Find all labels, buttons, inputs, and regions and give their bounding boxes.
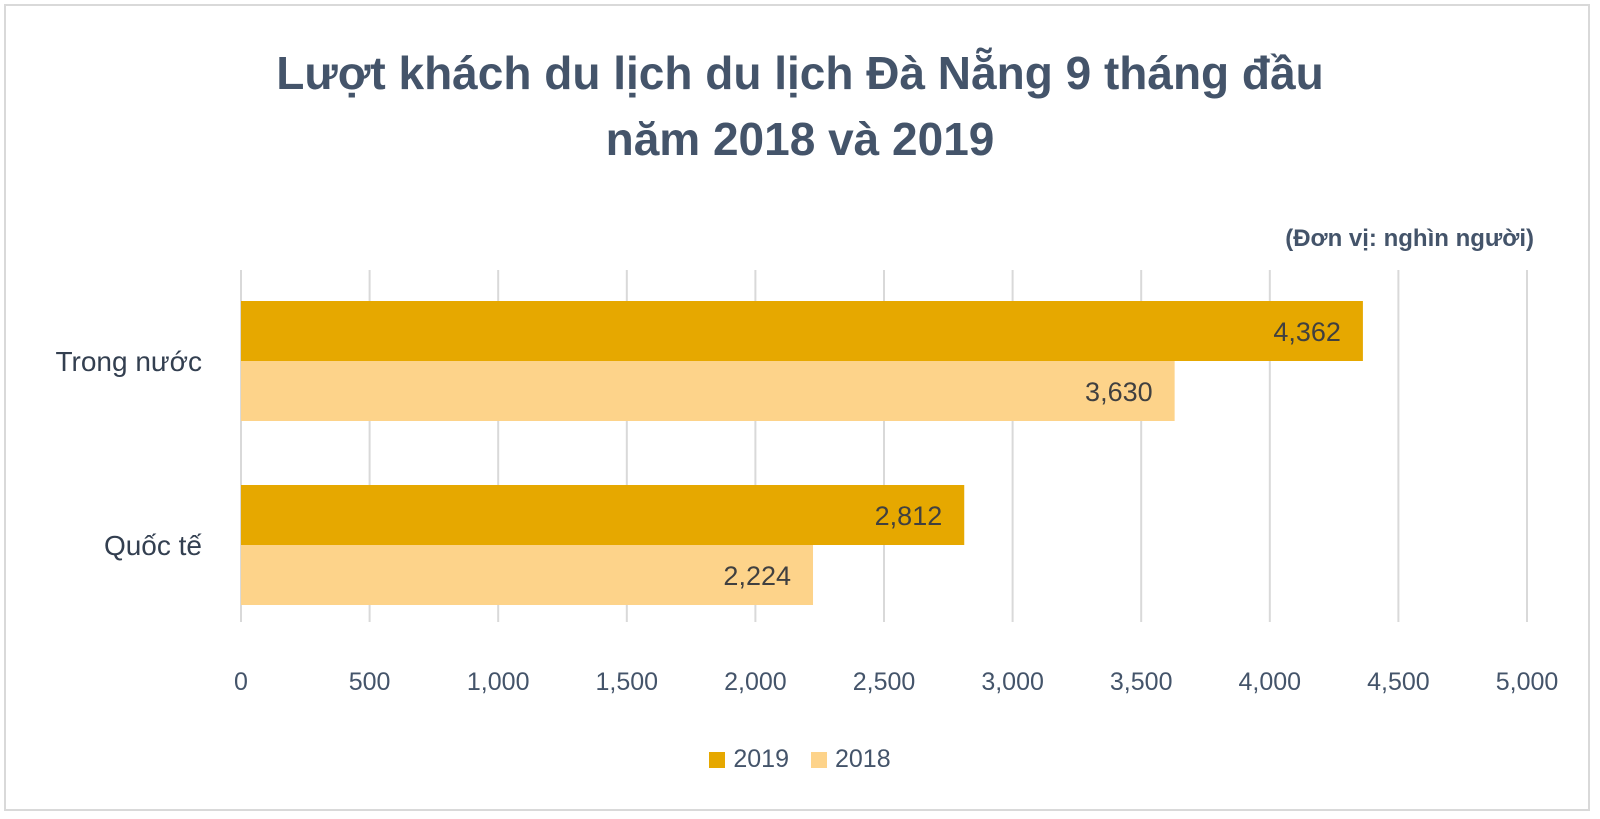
data-label: 4,362 <box>1273 317 1341 347</box>
bars <box>241 301 1363 605</box>
bar-2019 <box>241 301 1363 361</box>
legend-swatch-2019 <box>709 751 726 768</box>
chart-title-line-2: năm 2018 và 2019 <box>605 113 995 165</box>
data-label: 2,812 <box>875 501 943 531</box>
legend-item-2019: 2019 <box>709 745 789 774</box>
legend: 2019 2018 <box>0 745 1600 774</box>
x-tick-label: 2,000 <box>724 668 787 696</box>
x-tick-label: 2,500 <box>853 668 916 696</box>
x-tick-label: 500 <box>349 668 391 696</box>
data-labels: 4,362 3,630 2,812 2,224 <box>723 317 1340 591</box>
bar-2018 <box>241 361 1175 421</box>
unit-note: (Đơn vị: nghìn người) <box>1285 225 1534 252</box>
category-label: Quốc tế <box>104 530 202 561</box>
chart-title-line-1: Lượt khách du lịch du lịch Đà Nẵng 9 thá… <box>276 47 1324 99</box>
x-tick-label: 1,500 <box>596 668 659 696</box>
y-axis-categories: Trong nước Quốc tế <box>55 346 202 561</box>
x-tick-label: 3,500 <box>1110 668 1173 696</box>
bar-2018 <box>241 545 814 605</box>
category-label: Trong nước <box>55 346 202 377</box>
x-tick-label: 5,000 <box>1496 668 1559 696</box>
legend-swatch-2018 <box>811 751 827 768</box>
legend-label-2019: 2019 <box>733 745 789 773</box>
chart-title: Lượt khách du lịch du lịch Đà Nẵng 9 thá… <box>0 40 1600 172</box>
x-tick-label: 0 <box>234 668 248 696</box>
data-label: 2,224 <box>723 561 791 591</box>
legend-item-2018: 2018 <box>811 745 891 774</box>
data-label: 3,630 <box>1085 377 1153 407</box>
x-tick-label: 1,000 <box>467 668 530 696</box>
x-tick-label: 3,000 <box>981 668 1044 696</box>
x-tick-label: 4,500 <box>1367 668 1430 696</box>
legend-label-2018: 2018 <box>835 745 891 773</box>
x-axis-ticks: 0 500 1,000 1,500 2,000 2,500 3,000 3,500 4,000 4… <box>234 668 1558 696</box>
x-tick-label: 4,000 <box>1239 668 1302 696</box>
bar-2019 <box>241 485 965 545</box>
